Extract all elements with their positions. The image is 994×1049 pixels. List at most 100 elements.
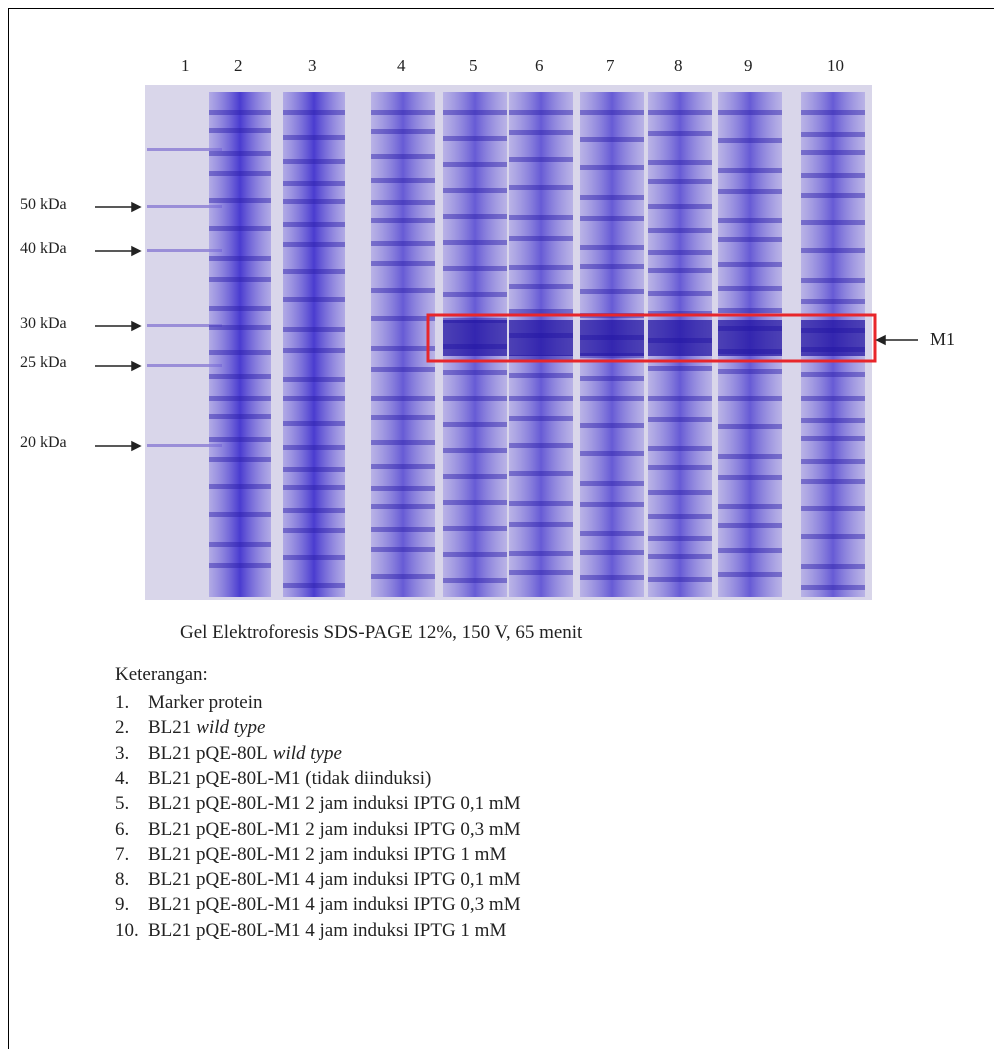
band [209, 171, 271, 176]
band [371, 178, 435, 183]
band [801, 418, 865, 423]
m1-band [648, 320, 712, 356]
band [283, 269, 345, 274]
band [580, 195, 644, 200]
band [718, 308, 782, 313]
band [801, 506, 865, 511]
band [801, 585, 865, 590]
band [209, 484, 271, 489]
band [509, 309, 573, 314]
band [209, 542, 271, 547]
item-text: BL21 [148, 717, 192, 739]
band [580, 165, 644, 170]
band [209, 151, 271, 156]
item-number: 6. [115, 818, 130, 840]
item-text: BL21 pQE-80L-M1 4 jam induksi IPTG 0,1 m… [148, 869, 521, 891]
band [371, 154, 435, 159]
band [283, 528, 345, 533]
band [718, 138, 782, 143]
lane [371, 92, 435, 597]
band [443, 526, 507, 531]
band [801, 278, 865, 283]
arrows [95, 201, 918, 452]
lane-number: 1 [181, 56, 190, 75]
band [580, 502, 644, 507]
m1-band [580, 320, 644, 356]
marker-label: 40 kDa [20, 240, 67, 257]
marker-band [147, 324, 222, 327]
band [648, 179, 712, 184]
band [509, 355, 573, 360]
band [209, 128, 271, 133]
band [443, 422, 507, 427]
marker-band [147, 249, 222, 252]
marker-label: 20 kDa [20, 434, 67, 451]
band [443, 240, 507, 245]
marker-band [147, 205, 222, 208]
item-number: 3. [115, 742, 130, 764]
band [371, 261, 435, 266]
band [801, 248, 865, 253]
band [371, 110, 435, 115]
band [718, 369, 782, 374]
band [801, 150, 865, 155]
band [648, 536, 712, 541]
band [718, 504, 782, 509]
band [283, 110, 345, 115]
band [509, 443, 573, 448]
band [283, 159, 345, 164]
marker-band [147, 444, 222, 447]
band [580, 245, 644, 250]
item-number: 2. [115, 717, 130, 739]
item-number: 7. [115, 843, 130, 865]
band [509, 501, 573, 506]
band [283, 242, 345, 247]
band [371, 367, 435, 372]
band [509, 284, 573, 289]
band [443, 110, 507, 115]
band [718, 218, 782, 223]
band [648, 291, 712, 296]
band [443, 214, 507, 219]
band [801, 173, 865, 178]
band [283, 555, 345, 560]
item-text: BL21 pQE-80L-M1 2 jam induksi IPTG 0,1 m… [148, 793, 521, 815]
band [283, 485, 345, 490]
gel-figure [95, 85, 918, 600]
band [718, 110, 782, 115]
band [371, 574, 435, 579]
band [443, 474, 507, 479]
band [209, 256, 271, 261]
band [371, 527, 435, 532]
band [580, 423, 644, 428]
band [371, 486, 435, 491]
band [801, 193, 865, 198]
caption: Gel Elektroforesis SDS-PAGE 12%, 150 V, … [180, 622, 583, 643]
band [443, 500, 507, 505]
band [718, 168, 782, 173]
band [509, 130, 573, 135]
band [283, 181, 345, 186]
band [718, 475, 782, 480]
band [209, 437, 271, 442]
band [209, 414, 271, 419]
band [509, 522, 573, 527]
band [283, 348, 345, 353]
band [209, 277, 271, 282]
lane-number: 10 [827, 56, 844, 75]
band [580, 550, 644, 555]
band [580, 531, 644, 536]
band [509, 373, 573, 378]
band [509, 551, 573, 556]
band [371, 547, 435, 552]
item-text: BL21 pQE-80L-M1 2 jam induksi IPTG 1 mM [148, 843, 507, 865]
item-text: BL21 pQE-80L-M1 4 jam induksi IPTG 1 mM [148, 919, 507, 941]
item-text: BL21 pQE-80L [148, 742, 268, 764]
band [648, 250, 712, 255]
band [648, 160, 712, 165]
lane-number: 5 [469, 56, 478, 75]
band [209, 396, 271, 401]
band [648, 268, 712, 273]
lane-number: 3 [308, 56, 317, 75]
marker-band [147, 148, 222, 151]
